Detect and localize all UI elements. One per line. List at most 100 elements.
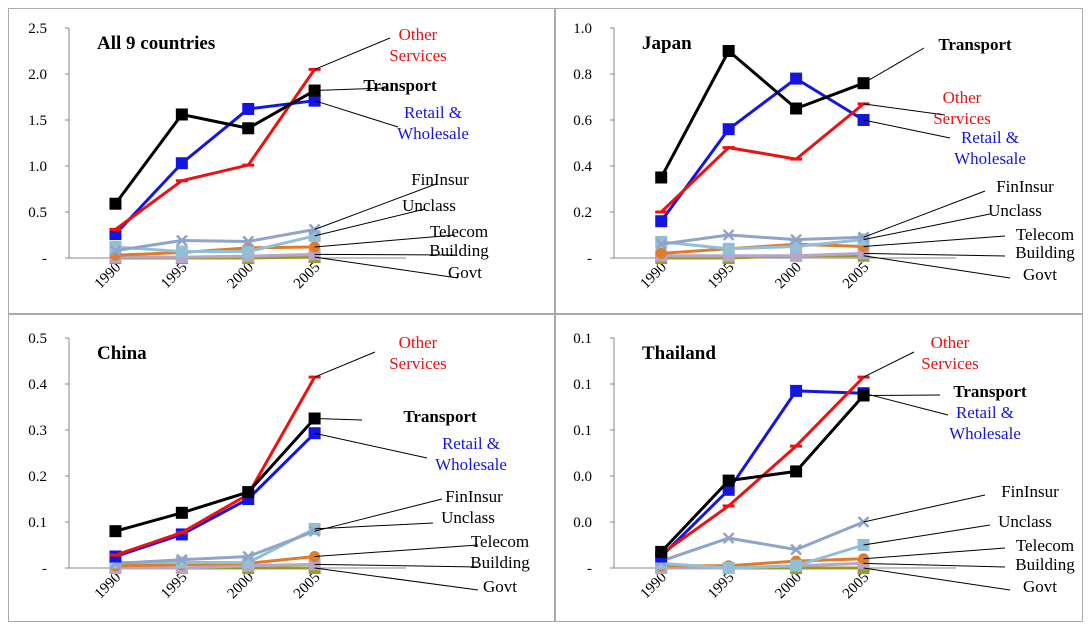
y-tick-label: 0.4 xyxy=(573,159,592,175)
leader-line-building xyxy=(314,253,456,256)
series-line xyxy=(114,432,316,558)
leader-line-govt xyxy=(863,567,1011,591)
data-point-transport-1995 xyxy=(722,474,735,487)
y-tick-label: - xyxy=(42,251,47,267)
series-line xyxy=(114,376,316,557)
panel-border xyxy=(8,8,555,314)
series-label-unclass: Unclass xyxy=(998,512,1052,531)
series-line xyxy=(659,49,865,179)
series-label-other-services: Other xyxy=(399,333,438,352)
series-line xyxy=(115,562,315,570)
data-point-transport-1995 xyxy=(175,506,188,519)
series-label-unclass: Unclass xyxy=(402,196,456,215)
data-point-transport-1990 xyxy=(655,171,668,184)
y-tick-label: 0.5 xyxy=(28,205,47,221)
data-point-unclass-1990 xyxy=(655,235,668,248)
leader-line-telecom xyxy=(314,544,479,557)
data-point-unclass-2000 xyxy=(242,245,255,258)
data-point-fininsur-2000 xyxy=(790,233,802,246)
leader-line-transport xyxy=(314,418,363,421)
data-point-transport-2000 xyxy=(790,102,803,115)
series-fininsur xyxy=(109,223,321,257)
series-label-retail-wholesale: Wholesale xyxy=(397,124,469,143)
series-label-retail-wholesale: Retail & xyxy=(442,434,500,453)
chart-panel-japan: - 0.2 0.4 0.6 0.8 1.0 1990 1995 2000 2005 Japan Gov… xyxy=(555,8,1083,314)
leader-line-retail-wholesale xyxy=(314,432,428,459)
series-label-fininsur: FinInsur xyxy=(445,487,503,506)
y-tick-label: 0.2 xyxy=(28,469,47,485)
series-label-building: Building xyxy=(470,553,530,572)
x-tick-label: 1990 xyxy=(92,570,125,603)
series-label-building: Building xyxy=(1015,555,1075,574)
y-tick-label: 0.0 xyxy=(573,515,592,531)
series-line xyxy=(114,68,316,231)
series-label-govt: Govt xyxy=(1023,265,1057,284)
y-tick-label: - xyxy=(42,561,47,577)
chart-panel-thailand: - 0.0 0.0 0.1 0.1 0.1 1990 1995 2000 2005 Thailand… xyxy=(555,314,1083,622)
series-label-govt: Govt xyxy=(1023,577,1057,596)
data-point-retail-wholesale-2000 xyxy=(790,72,803,85)
series-other-services xyxy=(655,102,870,214)
leader-line-fininsur xyxy=(863,494,986,523)
series-other-services xyxy=(655,375,870,556)
series-line xyxy=(115,529,316,565)
data-point-transport-1990 xyxy=(109,525,122,538)
series-label-govt: Govt xyxy=(448,263,482,282)
y-tick-label: 0.1 xyxy=(573,377,592,393)
series-line xyxy=(660,520,865,563)
series-line xyxy=(660,394,865,553)
series-label-fininsur: FinInsur xyxy=(996,177,1054,196)
series-label-retail-wholesale: Wholesale xyxy=(435,455,507,474)
series-label-transport: Transport xyxy=(938,35,1012,54)
series-line xyxy=(660,77,865,223)
series-label-unclass: Unclass xyxy=(441,508,495,527)
data-point-transport-1990 xyxy=(655,545,668,558)
data-point-transport-2000 xyxy=(790,465,803,478)
leader-line-fininsur xyxy=(314,183,437,230)
series-line xyxy=(660,102,865,214)
leader-line-retail-wholesale xyxy=(863,119,951,139)
series-other-services xyxy=(109,375,321,557)
y-tick-label: 1.5 xyxy=(28,113,47,129)
data-point-unclass-2000 xyxy=(790,559,803,572)
x-tick-label: 2000 xyxy=(225,260,258,293)
series-line xyxy=(115,252,315,259)
series-transport xyxy=(109,84,321,210)
data-point-fininsur-1990 xyxy=(109,244,122,257)
series-label-other-services: Other xyxy=(399,25,438,44)
data-point-unclass-1995 xyxy=(722,242,735,255)
leader-line-fininsur xyxy=(863,190,986,238)
data-point-telecom-1990 xyxy=(655,247,667,259)
y-tick-label: 0.4 xyxy=(28,377,47,393)
series-label-telecom: Telecom xyxy=(471,532,529,551)
series-fininsur xyxy=(655,229,870,251)
x-tick-label: 2005 xyxy=(840,260,873,293)
data-point-transport-2000 xyxy=(242,486,255,499)
data-point-retail-wholesale-1990 xyxy=(109,228,122,241)
chart-title: China xyxy=(97,343,147,364)
y-tick-label: - xyxy=(587,251,592,267)
data-point-transport-1990 xyxy=(109,197,122,210)
series-transport xyxy=(655,389,870,558)
x-tick-label: 1995 xyxy=(158,570,191,603)
leader-line-other-services xyxy=(314,351,376,378)
x-tick-label: 1995 xyxy=(158,260,191,293)
y-tick-label: 0.3 xyxy=(28,423,47,439)
series-label-other-services: Services xyxy=(389,46,447,65)
chart-title: Japan xyxy=(642,33,692,54)
series-label-other-services: Services xyxy=(933,109,991,128)
series-label-retail-wholesale: Retail & xyxy=(404,103,462,122)
series-label-building: Building xyxy=(1015,243,1075,262)
series-label-building: Building xyxy=(429,241,489,260)
leader-line-fininsur xyxy=(314,498,443,532)
data-point-fininsur-2005 xyxy=(857,231,870,244)
series-line xyxy=(115,417,316,533)
chart-title: Thailand xyxy=(642,343,716,364)
leader-line-telecom xyxy=(314,234,456,248)
series-building xyxy=(655,247,870,262)
x-tick-label: 2000 xyxy=(772,570,805,603)
leader-line-telecom xyxy=(863,547,1006,560)
series-label-other-services: Other xyxy=(931,333,970,352)
x-tick-label: 1990 xyxy=(638,570,671,603)
